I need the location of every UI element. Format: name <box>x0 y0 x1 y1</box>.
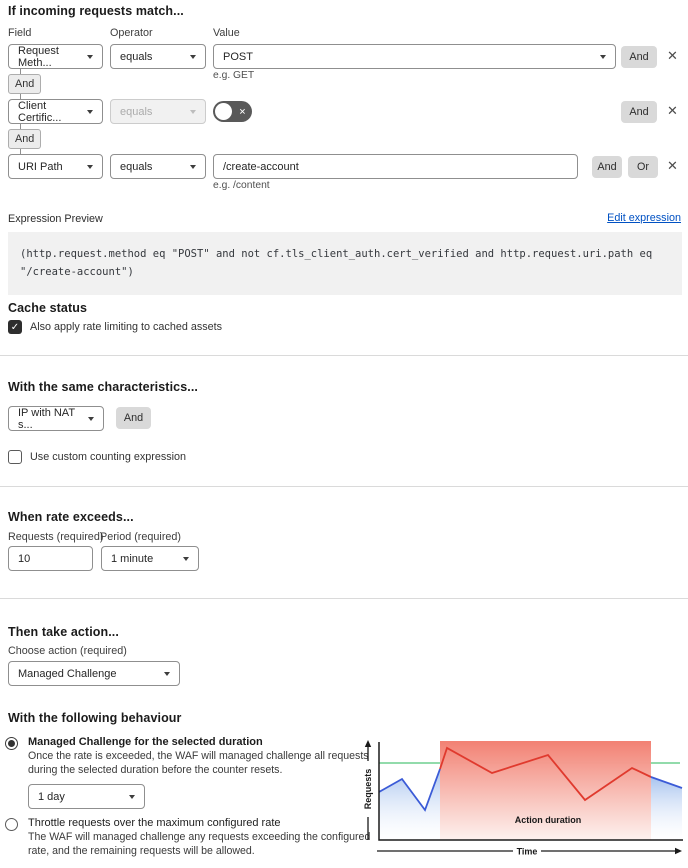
cache-status-title: Cache status <box>8 301 88 315</box>
requests-label: Requests (required) <box>8 531 104 543</box>
connector-and-button-1[interactable]: And <box>8 74 42 94</box>
chevron-down-icon <box>190 164 196 169</box>
chevron-down-icon <box>600 54 606 59</box>
match-section-title: If incoming requests match... <box>8 4 184 18</box>
chevron-down-icon <box>183 556 189 561</box>
chevron-down-icon <box>190 54 196 59</box>
duration-select-value: 1 day <box>38 790 65 803</box>
choose-action-label: Choose action (required) <box>8 645 127 657</box>
x-axis-label: Time <box>517 847 538 857</box>
period-select-value: 1 minute <box>111 552 154 565</box>
behaviour-option1-desc-line2: during the selected duration before the … <box>28 763 283 776</box>
period-label: Period (required) <box>100 531 182 543</box>
toggle-knob <box>215 103 232 120</box>
field-column-label: Field <box>8 27 32 39</box>
operator-select-row3-value: equals <box>120 160 153 173</box>
characteristics-title: With the same characteristics... <box>8 380 198 394</box>
close-icon[interactable]: ✕ <box>667 158 678 173</box>
chevron-down-icon <box>87 54 93 59</box>
behaviour-option1-label: Managed Challenge for the selected durat… <box>28 736 263 748</box>
add-and-button-row3[interactable]: And <box>592 156 622 178</box>
operator-select-row1-value: equals <box>120 50 153 63</box>
y-axis-label: Requests <box>363 769 373 810</box>
expression-code: (http.request.method eq "POST" and not c… <box>8 232 682 295</box>
action-duration-annotation: Action duration <box>515 815 582 825</box>
chevron-down-icon <box>88 416 94 421</box>
behaviour-radio-duration[interactable] <box>5 737 18 750</box>
behaviour-radio-throttle[interactable] <box>5 818 18 831</box>
period-select[interactable]: 1 minute <box>101 546 199 571</box>
rate-title: When rate exceeds... <box>8 510 134 524</box>
field-select-row3[interactable]: URI Path <box>8 154 103 179</box>
y-axis-arrowhead-icon <box>364 740 372 747</box>
requests-fill-right <box>651 777 682 840</box>
duration-select[interactable]: 1 day <box>28 784 145 809</box>
action-select[interactable]: Managed Challenge <box>8 661 180 686</box>
custom-counting-checkbox[interactable] <box>8 450 22 464</box>
value-input-row3[interactable] <box>213 154 578 179</box>
behaviour-option2-desc-line1: The WAF will managed challenge any reque… <box>28 831 371 843</box>
add-and-button-row2[interactable]: And <box>621 101 657 123</box>
value-hint-row1: e.g. GET <box>213 70 255 81</box>
action-title: Then take action... <box>8 625 119 639</box>
field-select-row1[interactable]: Request Meth... <box>8 44 103 69</box>
value-toggle-row2[interactable]: ✕ <box>213 101 252 122</box>
add-or-button-row3[interactable]: Or <box>628 156 658 178</box>
add-and-button-row1[interactable]: And <box>621 46 657 68</box>
value-column-label: Value <box>213 27 240 39</box>
operator-select-row2-value: equals <box>120 105 153 118</box>
section-divider <box>0 355 688 356</box>
checkmark-icon: ✓ <box>10 321 20 333</box>
section-divider <box>0 598 688 599</box>
challenged-line <box>439 746 652 802</box>
action-select-value: Managed Challenge <box>18 667 117 680</box>
close-icon[interactable]: ✕ <box>667 48 678 63</box>
operator-select-row2: equals <box>110 99 206 124</box>
cache-checkbox-label: Also apply rate limiting to cached asset… <box>30 321 223 333</box>
characteristic-and-button[interactable]: And <box>116 407 151 429</box>
operator-column-label: Operator <box>110 27 153 39</box>
field-select-row2-value: Client Certific... <box>18 99 62 124</box>
requests-line-right <box>650 776 683 789</box>
behaviour-title: With the following behaviour <box>8 711 182 725</box>
value-select-row1[interactable]: POST <box>213 44 616 69</box>
value-select-row1-value: POST <box>223 50 253 63</box>
close-icon[interactable]: ✕ <box>667 103 678 118</box>
connector-and-button-2[interactable]: And <box>8 129 42 149</box>
field-select-row3-value: URI Path <box>18 160 63 173</box>
requests-fill-left <box>379 769 440 840</box>
chevron-down-icon <box>129 794 135 799</box>
operator-select-row3[interactable]: equals <box>110 154 206 179</box>
behaviour-option2-desc-line2: rate, and the remaining requests will be… <box>28 844 255 857</box>
field-select-row2[interactable]: Client Certific... <box>8 99 103 124</box>
behaviour-chart: Action duration Requests Time <box>363 740 683 857</box>
field-select-row1-value: Request Meth... <box>18 44 59 69</box>
plot-border <box>378 742 683 841</box>
characteristic-select[interactable]: IP with NAT s... <box>8 406 104 431</box>
operator-select-row1[interactable]: equals <box>110 44 206 69</box>
behaviour-option2-label: Throttle requests over the maximum confi… <box>28 817 281 829</box>
section-divider <box>0 486 688 487</box>
chevron-down-icon <box>190 109 196 114</box>
chevron-down-icon <box>164 671 170 676</box>
custom-counting-label: Use custom counting expression <box>30 451 187 463</box>
expression-preview-label: Expression Preview <box>8 213 103 225</box>
chevron-down-icon <box>87 109 93 114</box>
characteristic-select-value: IP with NAT s... <box>18 406 75 431</box>
behaviour-option1-desc-line1: Once the rate is exceeded, the WAF will … <box>28 750 369 762</box>
value-hint-row3: e.g. /content <box>213 180 270 191</box>
requests-line-left <box>378 768 441 812</box>
edit-expression-link[interactable]: Edit expression <box>607 212 681 224</box>
cache-checkbox[interactable]: ✓ <box>8 320 22 334</box>
chevron-down-icon <box>87 164 93 169</box>
requests-input[interactable] <box>8 546 93 571</box>
x-axis-arrowhead-icon <box>675 847 682 855</box>
action-zone <box>440 741 651 840</box>
toggle-off-x-icon: ✕ <box>238 106 246 116</box>
